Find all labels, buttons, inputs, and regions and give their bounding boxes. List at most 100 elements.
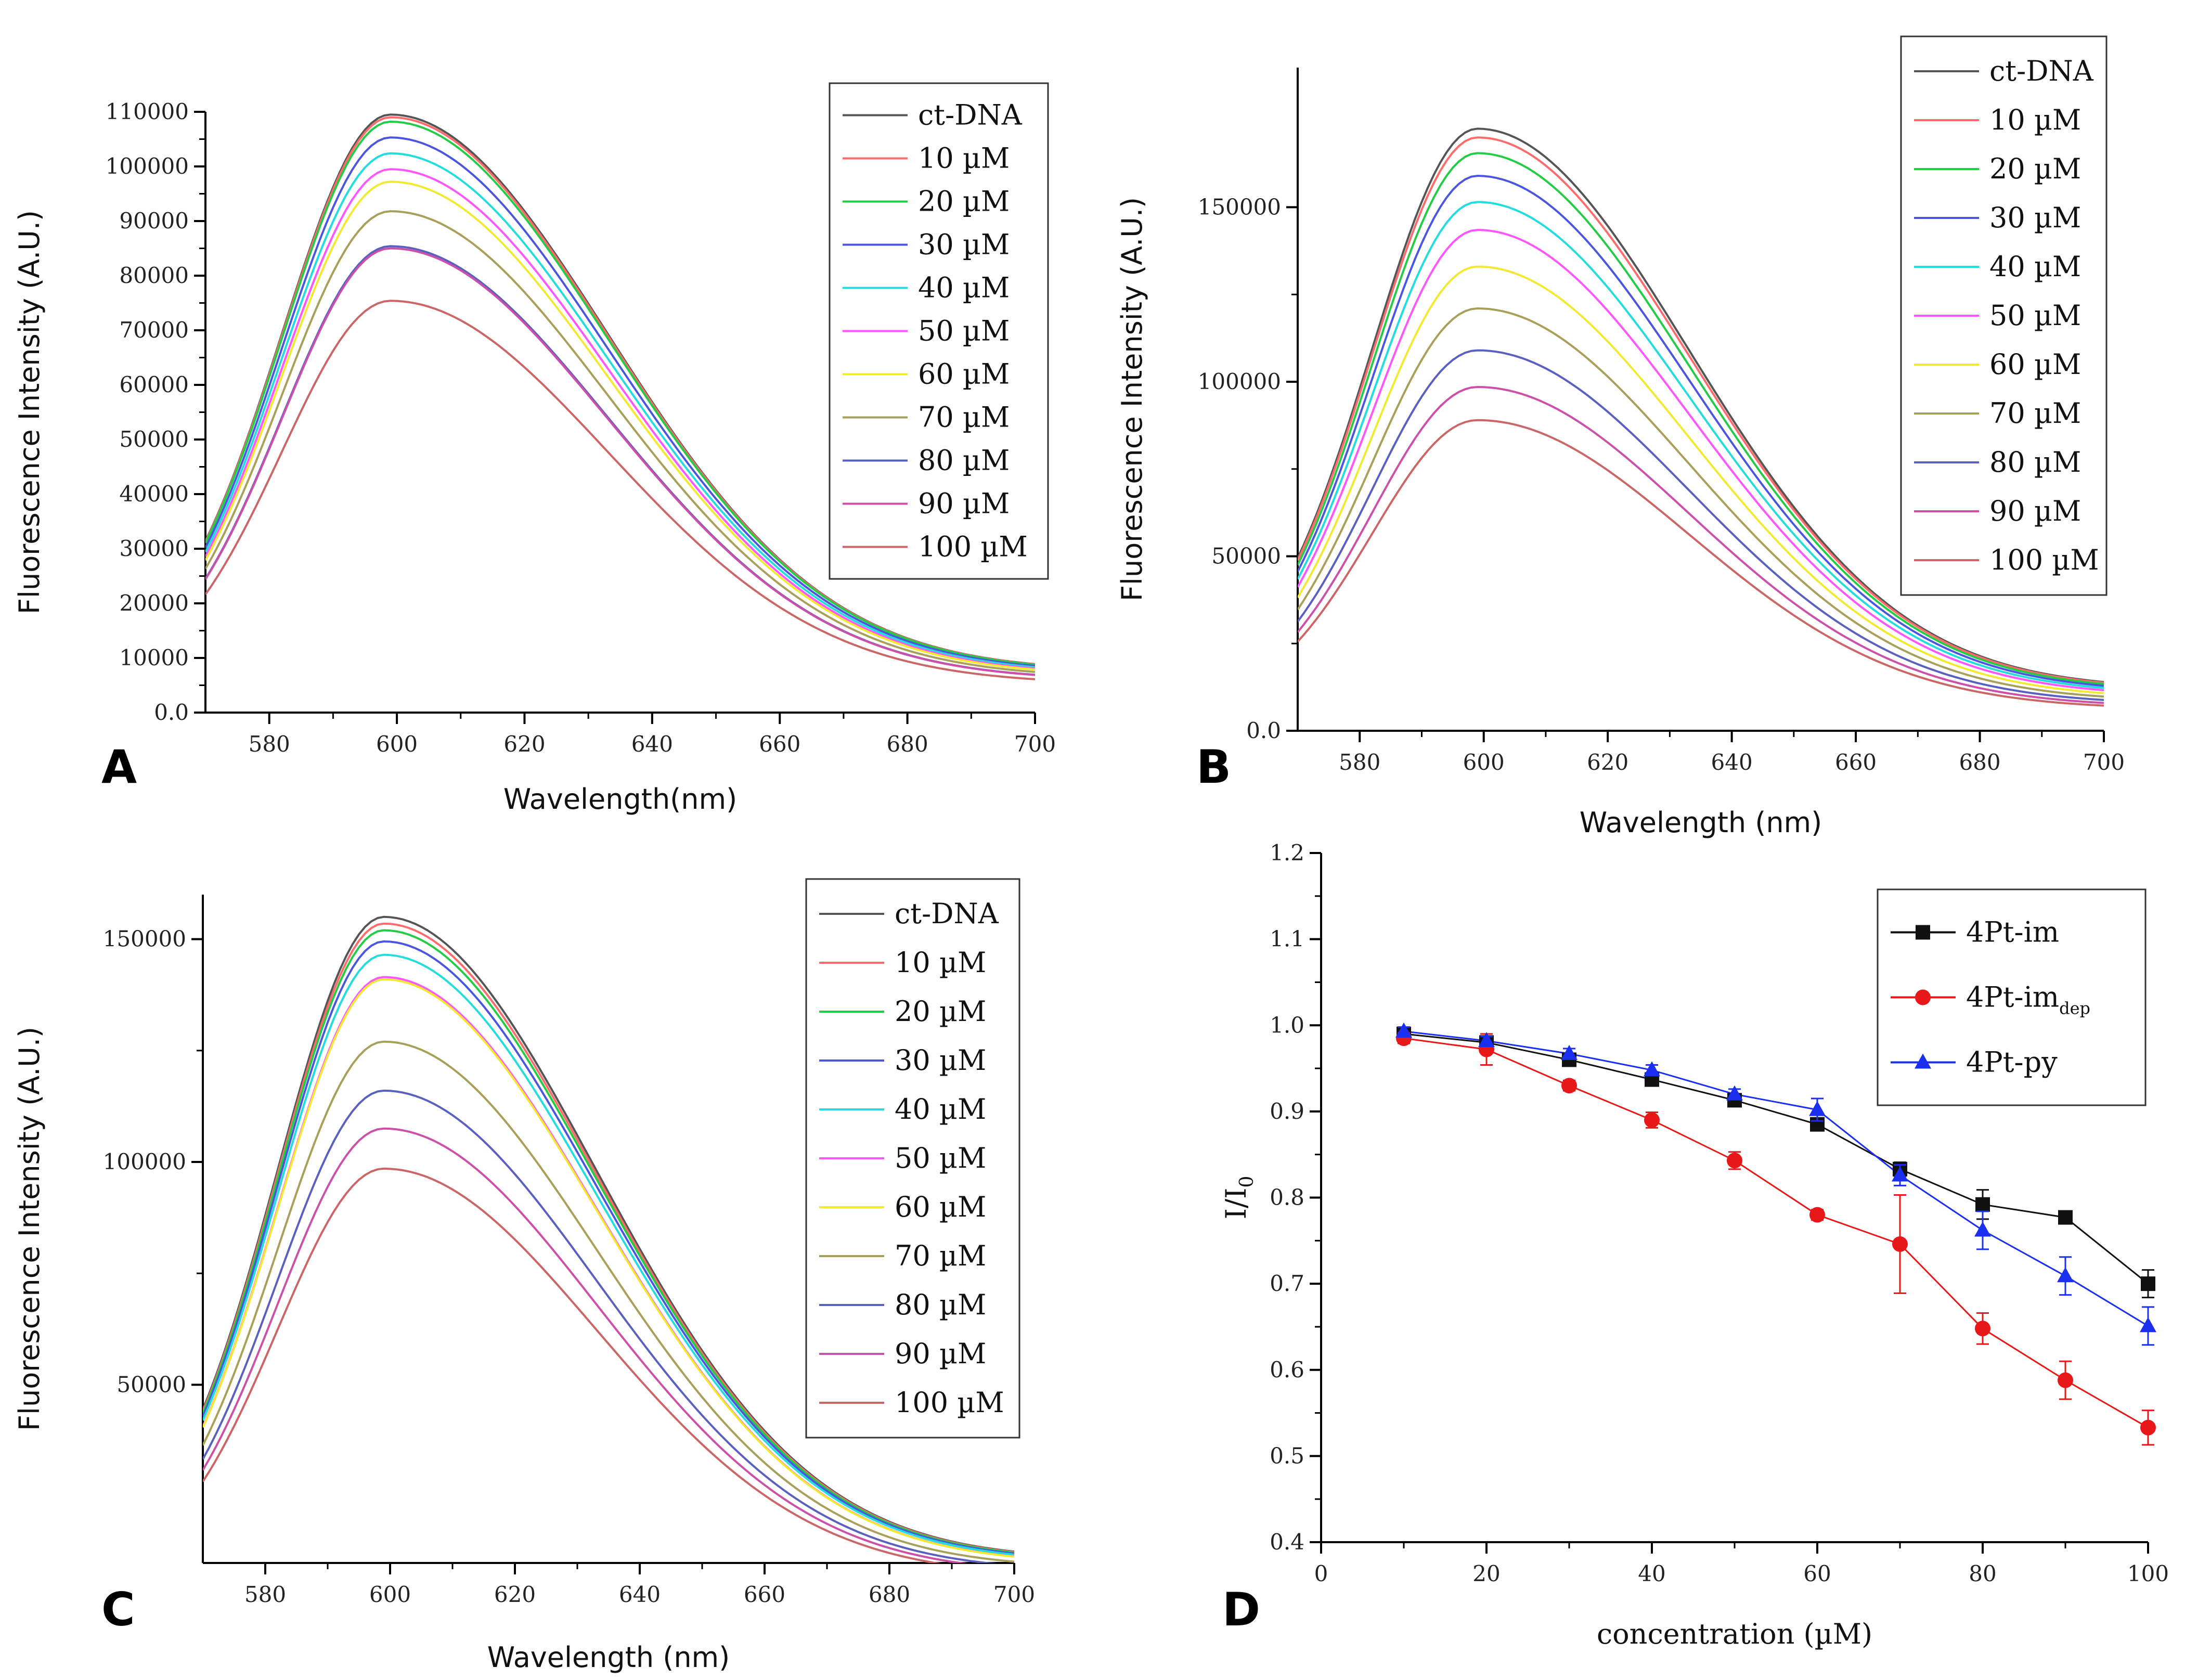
x-tick-label: 100 [2127, 1561, 2169, 1586]
legend-label-text: 50 µM [918, 315, 1010, 347]
legend-label-text: 4Pt-im [1966, 981, 2059, 1014]
y-tick-label: 90000 [119, 208, 189, 234]
series-line-2 [205, 120, 1035, 666]
legend-label-6: 60 µM [895, 1191, 986, 1223]
y-axis-title-main: I/I [1220, 1188, 1252, 1220]
y-axis-title: Fluorescence Intensity (A.U.) [13, 1027, 46, 1431]
legend-label-text: 30 µM [918, 228, 1010, 261]
y-tick-label: 30000 [119, 536, 189, 561]
data-point-triangle [1726, 1085, 1743, 1101]
legend-label-text: 10 µM [918, 142, 1010, 175]
series-line-2 [203, 929, 1014, 1554]
series-line-3 [1298, 174, 2104, 687]
x-axis-title: concentration (µM) [1597, 1618, 1872, 1650]
y-tick-label: 0.5 [1270, 1443, 1304, 1468]
series-line-10 [205, 300, 1035, 680]
legend-label-0: ct-DNA [1989, 55, 2094, 87]
x-tick-label: 600 [1463, 749, 1505, 775]
legend-label-text: 90 µM [1989, 495, 2081, 527]
data-point-triangle [1561, 1044, 1578, 1060]
legend-marker-square [1916, 925, 1930, 940]
legend-label-text: 4Pt-im [1966, 916, 2059, 949]
panel-b: 580 600 620 640 660 680 700 0.0 50000 100000 15000… [1116, 35, 2125, 839]
legend-label-text: 60 µM [1989, 348, 2081, 381]
data-point-square [1975, 1197, 1990, 1212]
legend-label-text: 30 µM [1989, 201, 2081, 234]
data-point-circle [1727, 1153, 1742, 1169]
legend-label-9: 90 µM [918, 487, 1010, 520]
y-tick-label: 1.1 [1270, 926, 1304, 952]
series-line-7 [1298, 307, 2104, 698]
legend-label-text: 100 µM [895, 1386, 1004, 1419]
legend-label-4: 40 µM [1989, 250, 2081, 283]
x-tick-label: 640 [619, 1582, 661, 1607]
x-axis-title: Wavelength (nm) [1580, 806, 1822, 839]
y-tick-label: 0.6 [1270, 1357, 1304, 1382]
series-line-4 [203, 953, 1014, 1556]
x-tick-label: 60 [1803, 1561, 1831, 1586]
data-point-triangle [1974, 1221, 1991, 1237]
x-tick-label: 0 [1314, 1561, 1328, 1586]
legend-label-1: 10 µM [895, 946, 986, 979]
y-axis-title-sub: 0 [1236, 1176, 1258, 1188]
x-tick-label: 40 [1638, 1561, 1665, 1586]
x-tick-label: 620 [503, 731, 545, 757]
x-tick-label: 680 [869, 1582, 910, 1607]
y-tick-label: 150000 [1198, 194, 1281, 219]
legend-label-6: 60 µM [918, 358, 1010, 391]
data-point-circle [1809, 1207, 1825, 1223]
data-point-triangle [2057, 1267, 2074, 1283]
x-tick-label: 80 [1969, 1561, 1996, 1586]
series-line-3 [203, 940, 1014, 1555]
legend-label-text: 70 µM [1989, 397, 2081, 430]
data-point-triangle [1478, 1032, 1495, 1048]
legend-label-0: ct-DNA [895, 897, 999, 930]
x-tick-label: 580 [249, 731, 290, 757]
legend-label-text: 40 µM [1989, 250, 2081, 283]
series-line-6 [1298, 265, 2104, 694]
legend-label-2: 20 µM [918, 185, 1010, 218]
y-tick-label: 110000 [106, 99, 189, 124]
legend-label-6: 60 µM [1989, 348, 2081, 381]
series-line-4 [205, 152, 1035, 668]
legend-label-text: 50 µM [1989, 299, 2081, 332]
legend-label-7: 70 µM [1989, 397, 2081, 430]
y-tick-label: 60000 [119, 372, 189, 397]
legend-label-5: 50 µM [895, 1142, 986, 1174]
data-point-square [2058, 1210, 2073, 1225]
legend-label-2: 4Pt-py [1966, 1046, 2058, 1079]
legend-label-text: 10 µM [1989, 104, 2081, 136]
legend-label-text: ct-DNA [1989, 55, 2094, 87]
data-point-triangle [1644, 1061, 1660, 1077]
y-tick-label: 100000 [103, 1149, 186, 1174]
legend-label-2: 20 µM [895, 995, 986, 1028]
y-tick-label: 0.9 [1270, 1099, 1304, 1124]
legend-label-text: 20 µM [895, 995, 986, 1028]
x-tick-label: 640 [1711, 749, 1753, 775]
data-point-circle [2058, 1372, 2073, 1388]
y-axis-title: I/I0 [1220, 1176, 1258, 1220]
legend-label-10: 100 µM [895, 1386, 1004, 1419]
y-tick-label: 0.0 [154, 700, 189, 725]
series-line-9 [1298, 385, 2104, 704]
legend-label-0: 4Pt-im [1966, 916, 2059, 949]
legend-label-text: ct-DNA [895, 897, 999, 930]
legend-label-text: 60 µM [895, 1191, 986, 1223]
legend-label-10: 100 µM [918, 531, 1028, 563]
y-tick-label: 70000 [119, 317, 189, 343]
series-line-2 [1403, 1030, 2149, 1327]
data-point-circle [1892, 1236, 1908, 1252]
legend-label-7: 70 µM [918, 401, 1010, 434]
data-point-circle [1644, 1112, 1660, 1128]
y-tick-label: 150000 [103, 926, 186, 952]
legend-label-8: 80 µM [895, 1288, 986, 1321]
legend-label-text: 70 µM [895, 1239, 986, 1272]
legend-label-text: 50 µM [895, 1142, 986, 1174]
y-tick-label: 100000 [1198, 369, 1281, 394]
series-line-0 [1298, 127, 2104, 683]
x-tick-label: 620 [494, 1582, 536, 1607]
y-tick-label: 80000 [119, 263, 189, 288]
data-point-circle [1975, 1321, 1990, 1337]
x-tick-label: 600 [376, 731, 418, 757]
series-line-1 [1298, 136, 2104, 684]
